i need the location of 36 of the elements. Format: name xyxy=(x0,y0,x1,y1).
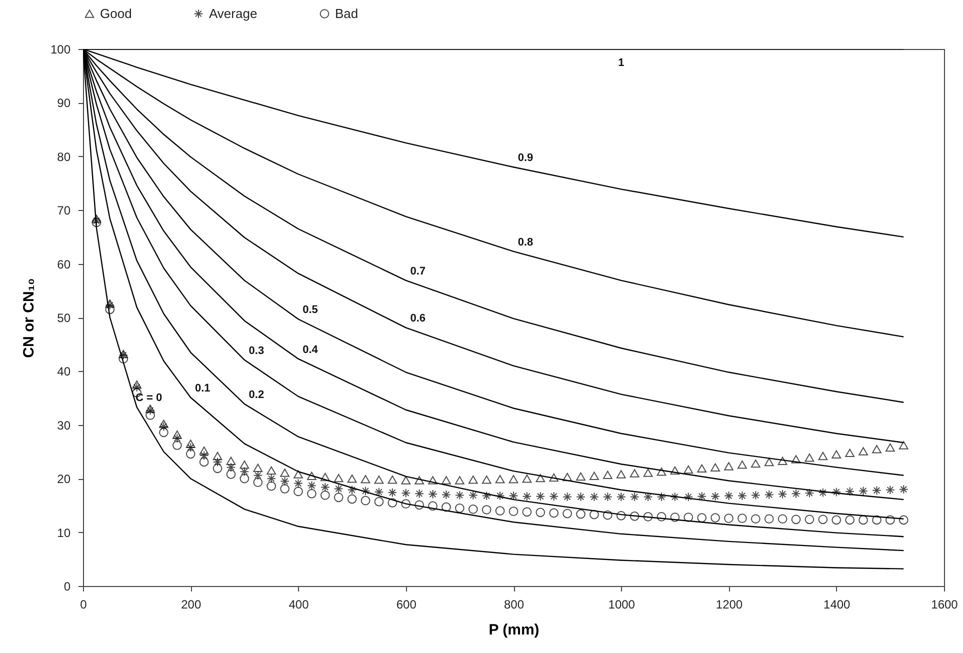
x-tick-label: 0 xyxy=(80,598,88,612)
annotation: 0.3 xyxy=(248,344,264,357)
y-tick-label: 100 xyxy=(50,42,71,56)
annotation: 0.9 xyxy=(518,152,534,164)
x-tick-label: 200 xyxy=(181,598,202,612)
y-tick-label: 40 xyxy=(57,364,71,379)
y-tick-label: 90 xyxy=(57,96,71,110)
legend-label: Good xyxy=(100,6,132,21)
y-tick-label: 10 xyxy=(57,526,71,540)
x-axis-title: P (mm) xyxy=(488,622,540,638)
x-tick-label: 1400 xyxy=(824,598,851,612)
y-tick-label: 20 xyxy=(57,472,71,486)
y-tick-label: 30 xyxy=(57,418,71,432)
x-tick-label: 1200 xyxy=(716,598,743,612)
y-axis-title: CN or CN₁₀ xyxy=(20,278,38,358)
y-tick-label: 50 xyxy=(57,311,71,325)
x-tick-label: 600 xyxy=(396,598,417,612)
annotation: 0.8 xyxy=(518,236,534,248)
legend-label: Bad xyxy=(335,6,358,21)
y-tick-label: 70 xyxy=(57,204,71,218)
y-tick-label: 60 xyxy=(57,257,71,272)
annotation: 0.1 xyxy=(194,382,210,395)
annotation: C = 0 xyxy=(136,392,162,404)
annotation: 0.7 xyxy=(410,265,426,278)
annotation: 0.4 xyxy=(302,344,319,356)
annotation: 1 xyxy=(618,57,624,69)
legend-label: Average xyxy=(209,6,258,21)
y-tick-label: 0 xyxy=(64,580,71,594)
x-tick-label: 1000 xyxy=(608,598,636,612)
x-tick-label: 400 xyxy=(288,598,310,612)
x-tick-label: 1600 xyxy=(931,598,958,612)
annotation: 0.5 xyxy=(302,304,318,316)
annotation: 0.6 xyxy=(410,312,426,325)
x-tick-label: 800 xyxy=(504,598,524,612)
y-tick-label: 80 xyxy=(57,150,71,164)
annotation: 0.2 xyxy=(248,388,264,401)
